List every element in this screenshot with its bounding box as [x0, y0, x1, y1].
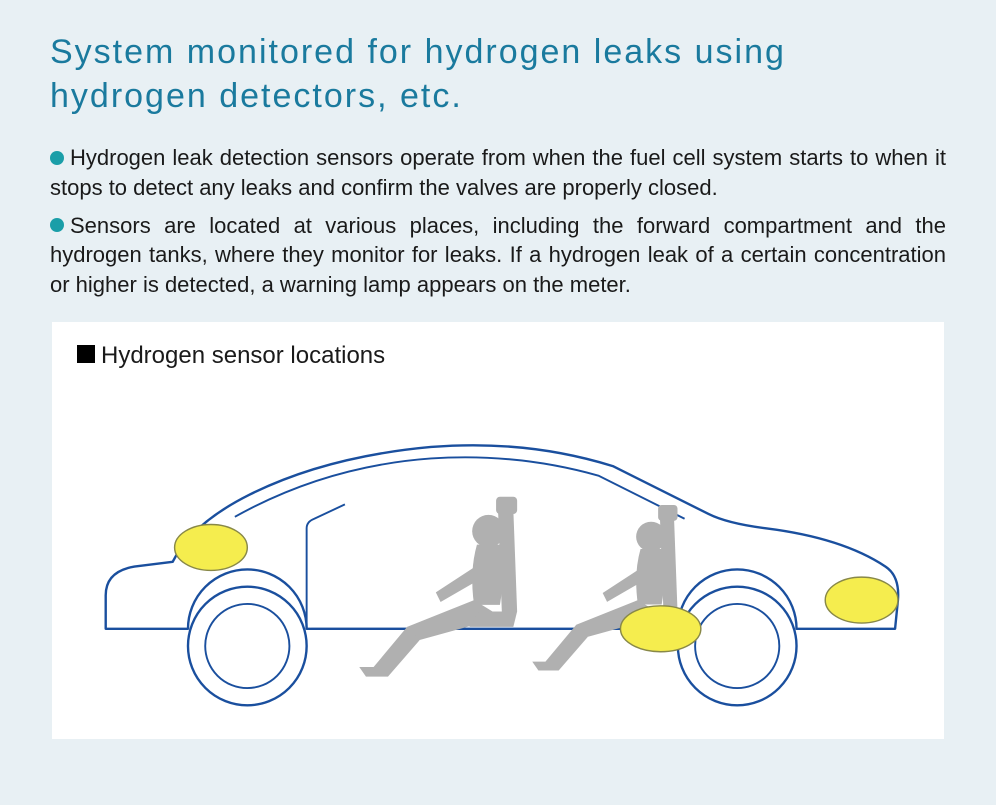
bullet-dot-icon [50, 218, 64, 232]
diagram-label-text: Hydrogen sensor locations [101, 342, 385, 369]
bullet-text: Sensors are located at various places, i… [50, 213, 946, 297]
car-diagram [77, 380, 919, 724]
bullet-dot-icon [50, 151, 64, 165]
bullet-text: Hydrogen leak detection sensors operate … [50, 145, 946, 200]
bullet-item: Sensors are located at various places, i… [50, 211, 946, 300]
page-title: System monitored for hydrogen leaks usin… [50, 30, 946, 118]
diagram-label: Hydrogen sensor locations [77, 342, 919, 370]
bullet-list: Hydrogen leak detection sensors operate … [50, 143, 946, 299]
bullet-item: Hydrogen leak detection sensors operate … [50, 143, 946, 202]
square-bullet-icon [77, 345, 95, 363]
diagram-container: Hydrogen sensor locations [50, 320, 946, 741]
